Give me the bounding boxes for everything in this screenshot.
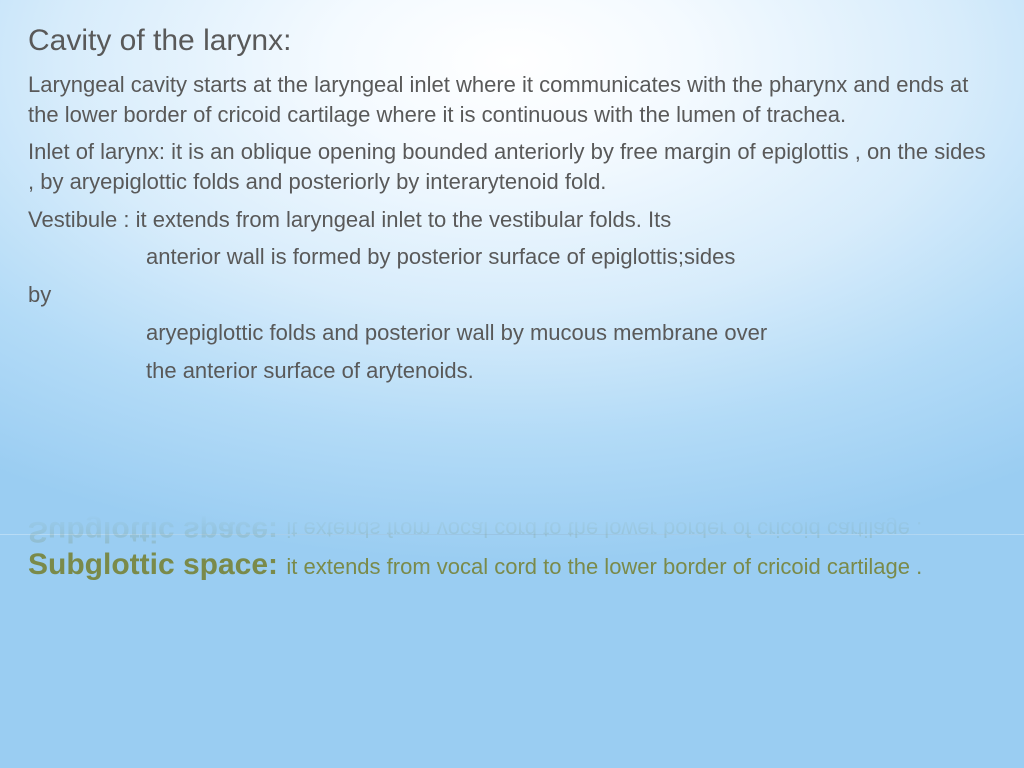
paragraph-6: the anterior surface of arytenoids. xyxy=(28,356,996,386)
subglottic-title: Subglottic space: xyxy=(28,548,286,581)
subglottic-reflection: Subglottic space: it extends from vocal … xyxy=(28,514,988,548)
slide-title: Cavity of the larynx: xyxy=(28,24,996,58)
paragraph-2: Inlet of larynx: it is an oblique openin… xyxy=(28,137,996,196)
paragraph-4b: by xyxy=(28,280,996,310)
subglottic-heading: Subglottic space: it extends from vocal … xyxy=(28,548,988,582)
paragraph-5: aryepiglottic folds and posterior wall b… xyxy=(28,318,996,348)
paragraph-1: Laryngeal cavity starts at the laryngeal… xyxy=(28,70,996,129)
paragraph-4: anterior wall is formed by posterior sur… xyxy=(28,242,996,272)
slide-content: Cavity of the larynx: Laryngeal cavity s… xyxy=(0,0,1024,385)
horizon-divider xyxy=(0,534,1024,535)
subglottic-body: it extends from vocal cord to the lower … xyxy=(286,554,922,579)
paragraph-3: Vestibule : it extends from laryngeal in… xyxy=(28,205,996,235)
paragraph-4a: anterior wall is formed by posterior sur… xyxy=(28,242,735,272)
